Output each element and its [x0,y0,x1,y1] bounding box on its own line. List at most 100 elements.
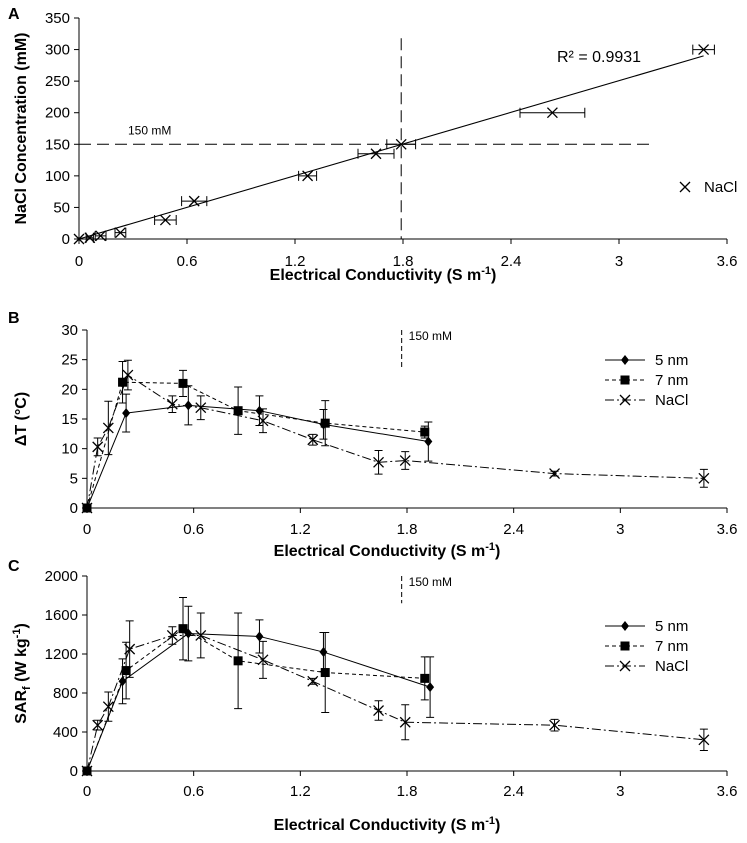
y-tick-label: 300 [45,42,70,59]
y-tick-label: 10 [61,441,78,458]
ref-hline-label: 150 mM [128,123,171,137]
data-point [320,668,330,678]
ref-vline-label: 150 mM [409,575,452,589]
x-tick-label: 0 [83,783,91,800]
data-point [81,502,93,514]
x-tick-label: 1.8 [397,521,418,538]
data-point [373,456,385,468]
y-tick-label: 25 [61,352,78,369]
trendline [78,55,704,240]
data-point [233,406,243,416]
series-7-nm [82,360,430,513]
data-point [698,472,710,484]
y-tick-label: 0 [62,231,70,248]
x-axis-label-main: Electrical Conductivity (S m [274,543,486,560]
data-point [184,400,193,411]
data-point [92,441,104,453]
x-axis-label-end: ) [491,267,496,284]
x-axis-label-end: ) [495,817,500,834]
data-point [399,716,411,728]
legend-marker [620,375,630,385]
x-axis-label-main: Electrical Conductivity (S m [270,267,482,284]
legend-label: NaCl [655,392,688,409]
legend-label: NaCl [655,658,688,675]
y-tick-label: 20 [61,381,78,398]
data-point-nacl [159,214,171,226]
data-point [549,719,561,731]
data-point [399,455,411,466]
panel-label: A [8,6,20,23]
data-point [118,377,128,387]
data-point [121,666,131,676]
data-point [122,408,131,419]
legend-marker [620,641,630,651]
panel-a: 0 0.6 1.2 1.8 2.4 3 3.6 0 50 100 150 200 250 300 350 A E… [8,6,737,284]
series-5-nm [83,385,433,513]
y-axis-label-main: SAR [13,690,30,724]
data-point [426,682,435,693]
y-tick-label: 0 [70,763,78,780]
y-tick-label: 100 [45,168,70,185]
data-point [307,675,319,687]
series-line [86,381,425,509]
data-point-nacl [84,232,96,244]
y-axis-label-sup: -1 [11,629,23,639]
data-point [698,734,710,746]
legend: 5 nm 7 nm NaCl [605,618,688,675]
y-axis-label-end: ) [13,623,30,628]
data-point-nacl [370,148,382,160]
x-tick-label: 3 [615,253,623,270]
x-tick-label: 0.6 [177,253,198,270]
x-axis-label-main: Electrical Conductivity (S m [274,817,486,834]
data-point [195,402,207,414]
legend-label: 7 nm [655,638,688,655]
data-point [319,647,328,658]
y-tick-label: 50 [53,199,70,216]
y-axis-label-sub: f [21,686,33,690]
x-axis-label-sup: -1 [485,815,495,827]
data-point [92,719,104,731]
x-tick-label: 1.8 [397,783,418,800]
x-tick-label: 2.4 [503,783,524,800]
legend-label-nacl: NaCl [704,179,737,196]
legend-marker [619,394,631,406]
series-7-nm [82,596,430,776]
legend-marker-nacl [679,181,691,193]
x-tick-label: 0 [75,253,83,270]
series-line [86,634,704,772]
legend-label: 5 nm [655,618,688,635]
x-tick-label: 0.6 [183,521,204,538]
x-tick-label: 3 [616,783,624,800]
legend-label: 7 nm [655,372,688,389]
data-point-nacl [395,138,407,150]
data-point [166,398,178,410]
y-tick-label: 5 [70,470,78,487]
x-axis-label-sup: -1 [481,265,491,277]
x-axis-label: Electrical Conductivity (S m-1) [274,541,501,560]
legend: NaCl [679,179,737,196]
series-line [86,628,425,772]
x-tick-label: 1.2 [285,253,306,270]
legend-marker [621,621,629,631]
y-tick-label: 150 [45,136,70,153]
data-point [178,624,188,634]
x-tick-label: 2.4 [501,253,522,270]
data-point-nacl [302,170,314,182]
panel-label: C [8,558,20,575]
x-axis-label-end: ) [495,543,500,560]
data-point-nacl [698,44,710,56]
data-point [420,673,430,683]
y-axis-label-main: ΔT (°C) [13,392,30,446]
x-tick-label: 1.8 [393,253,414,270]
x-tick-label: 3.6 [717,521,738,538]
y-tick-label: 200 [45,105,70,122]
data-point [257,415,269,427]
panel-b: 0 0.6 1.2 1.8 2.4 3 3.6 0 5 10 15 20 25 30 B Electrical… [8,310,737,560]
data-point [549,468,561,480]
y-tick-label: 15 [61,411,78,428]
data-point [122,369,134,381]
y-tick-label: 0 [70,500,78,517]
data-point [424,436,433,447]
